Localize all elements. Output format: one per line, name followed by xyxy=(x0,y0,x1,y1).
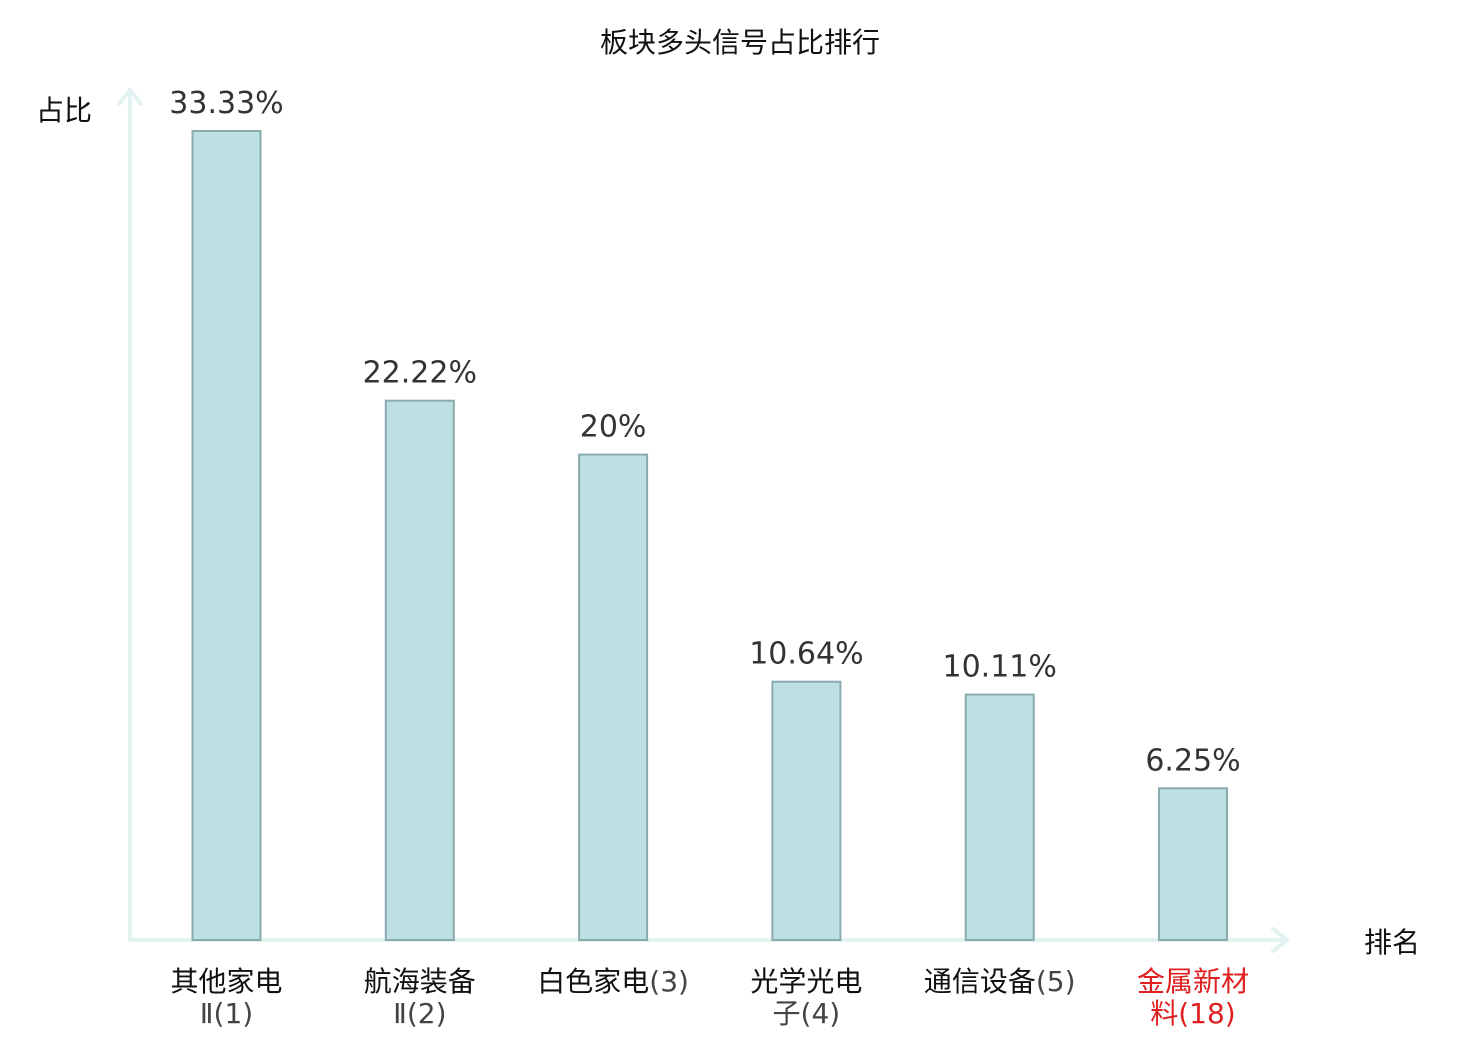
bar-2 xyxy=(384,399,455,941)
x-axis-label: 排名 xyxy=(1364,926,1420,959)
bar-value-label-6: 6.25% xyxy=(1145,743,1240,778)
x-tick-label-rank: Ⅱ(2) xyxy=(393,997,447,1030)
bar-value-label-3: 20% xyxy=(580,410,647,445)
bar-6 xyxy=(1158,787,1228,941)
x-tick-label-name: 其他家电 xyxy=(170,965,283,998)
x-tick-label-name: 光学光电 xyxy=(750,965,863,998)
value-labels: 33.33% 22.22% 20% 10.64% 10.11% 6.25% xyxy=(169,86,1240,778)
bar-value-label-4: 10.64% xyxy=(749,637,863,672)
x-tick-label-5: 通信设备(5) xyxy=(900,966,1100,998)
x-tick-label-name: 航海装备 xyxy=(363,965,476,998)
x-tick-label-6: 金属新材 料(18) xyxy=(1103,966,1283,1030)
x-tick-label-3: 白色家电(3) xyxy=(513,966,713,998)
bar-value-label-5: 10.11% xyxy=(943,650,1057,685)
x-tick-label-name: 金属新材 xyxy=(1136,965,1249,998)
bar-value-label-2: 22.22% xyxy=(363,356,477,391)
bar-5 xyxy=(964,693,1035,941)
bar-4 xyxy=(771,680,842,941)
bar-1 xyxy=(191,130,262,941)
x-tick-label-name: 白色家电 xyxy=(537,965,650,998)
axes xyxy=(117,88,1289,953)
bar-3 xyxy=(578,453,649,941)
y-axis-arrow xyxy=(117,88,143,106)
x-tick-label-name: 通信设备 xyxy=(923,965,1036,998)
x-tick-label-rank: (5) xyxy=(1035,965,1076,998)
chart-title: 板块多头信号占比排行 xyxy=(600,26,880,59)
x-tick-label-2: 航海装备 Ⅱ(2) xyxy=(330,966,510,1030)
y-axis-label: 占比 xyxy=(36,94,92,127)
bar-value-label-1: 33.33% xyxy=(169,86,283,121)
x-tick-label-rank: (3) xyxy=(649,965,689,998)
x-axis-arrow xyxy=(1271,927,1289,953)
x-tick-label-rank: 子(4) xyxy=(772,997,841,1030)
bars xyxy=(191,130,1228,941)
x-tick-label-1: 其他家电 Ⅱ(1) xyxy=(137,966,317,1030)
x-tick-label-4: 光学光电 子(4) xyxy=(716,966,896,1030)
x-tick-label-rank: 料(18) xyxy=(1150,997,1236,1030)
x-tick-label-rank: Ⅱ(1) xyxy=(199,997,254,1030)
